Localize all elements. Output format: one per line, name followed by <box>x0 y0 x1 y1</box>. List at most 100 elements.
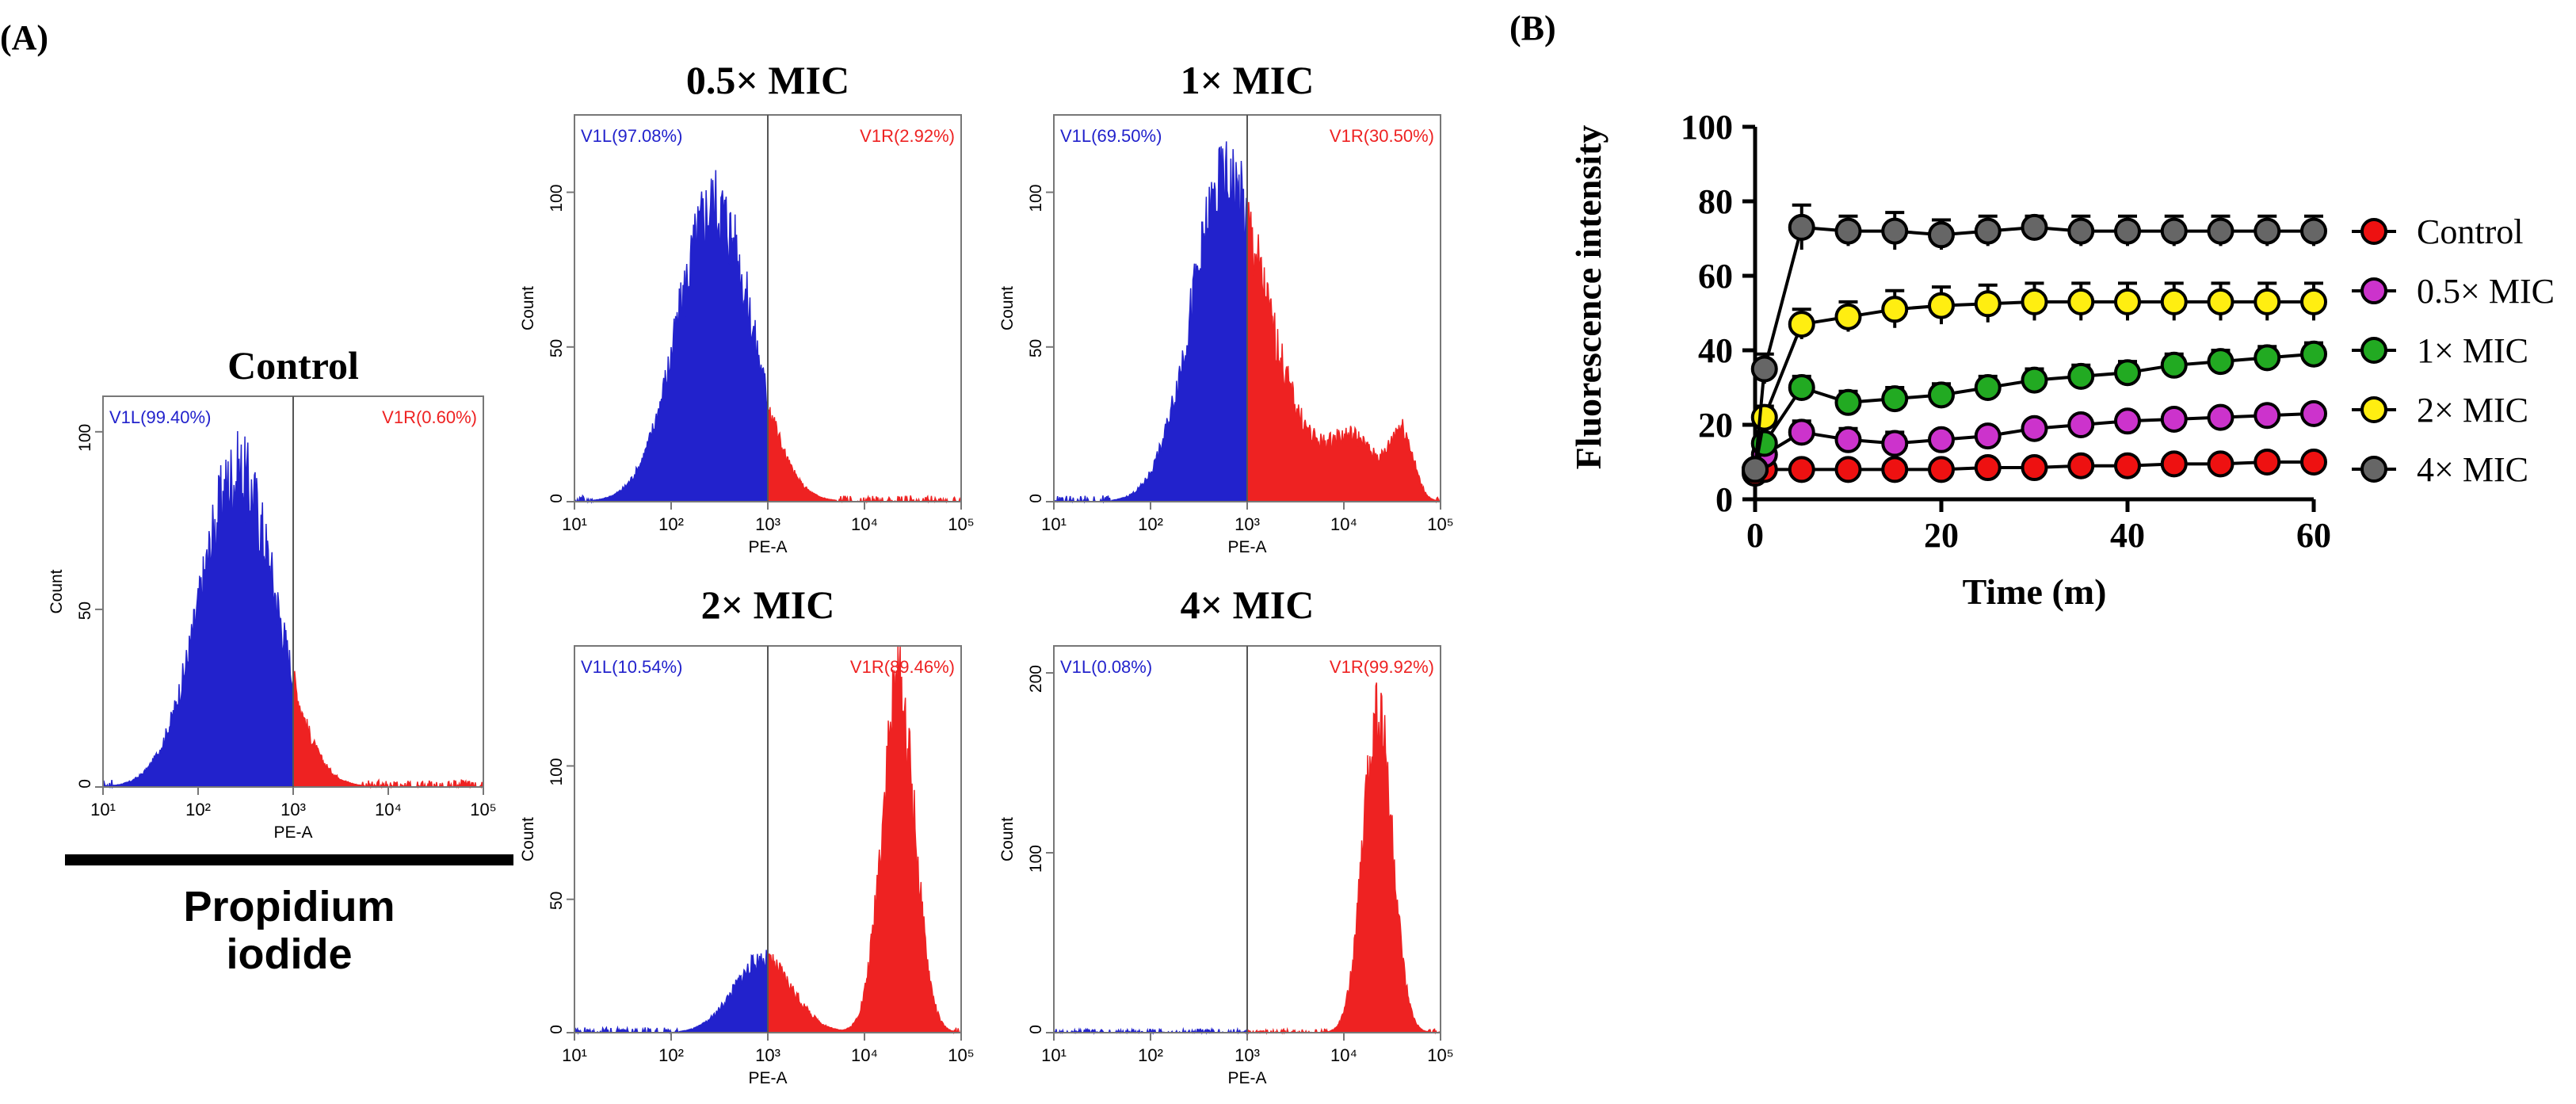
data-point <box>2207 217 2234 245</box>
data-point <box>1788 418 1815 446</box>
y-tick-label: 0 <box>548 494 566 503</box>
x-tick-label: 10⁴ <box>1330 1045 1357 1065</box>
data-point <box>1881 296 1909 323</box>
x-tick-label: 20 <box>1924 516 1959 555</box>
data-point <box>1928 221 1955 249</box>
y-tick-label: 40 <box>1698 331 1733 370</box>
data-point <box>2067 288 2095 315</box>
gate-label-right: V1R(30.50%) <box>1330 126 1434 146</box>
data-point <box>2160 217 2188 245</box>
histogram-fill-right <box>1247 682 1441 1035</box>
legend-label: 1× MIC <box>2417 331 2528 370</box>
histogram-title: 2× MIC <box>701 583 835 627</box>
series-0: Control <box>1742 212 2523 487</box>
data-point <box>1928 381 1955 409</box>
data-point <box>2160 450 2188 478</box>
x-tick-label: 10⁴ <box>375 800 402 819</box>
x-tick-label: 10¹ <box>562 1045 587 1065</box>
histogram-title: 4× MIC <box>1181 583 1315 627</box>
data-point <box>2207 348 2234 376</box>
histogram-fill-left <box>102 430 294 789</box>
gate-label-right: V1R(89.46%) <box>850 657 955 677</box>
x-tick-label: 10⁴ <box>851 514 878 534</box>
legend-marker <box>2360 456 2387 483</box>
y-tick-label: 0 <box>548 1025 566 1034</box>
x-tick-label: 10³ <box>1235 514 1260 534</box>
y-tick-label: 0 <box>1027 1025 1045 1034</box>
x-tick-label: 10¹ <box>1041 1045 1067 1065</box>
data-point <box>2254 449 2281 476</box>
x-tick-label: 10³ <box>755 514 780 534</box>
legend-label: 0.5× MIC <box>2417 272 2555 311</box>
data-point <box>1750 355 1778 383</box>
data-point <box>2300 340 2327 368</box>
panel-label-b: (B) <box>1509 9 1556 48</box>
histogram-control: V1L(99.40%) V1R(0.60%) Control 10¹ 10² 10³ 10⁴… <box>48 343 497 842</box>
histogram-title: Control <box>227 343 359 388</box>
data-point <box>2114 452 2141 479</box>
data-point <box>1881 217 1909 245</box>
gate-label-right: V1R(0.60%) <box>382 407 477 427</box>
y-tick-label: 80 <box>1698 182 1733 221</box>
y-tick-label: 0 <box>1027 494 1045 503</box>
x-tick-label: 10³ <box>755 1045 780 1065</box>
legend-marker <box>2360 337 2387 364</box>
data-point <box>2254 344 2281 372</box>
data-point <box>1834 426 1862 453</box>
y-tick-label: 100 <box>1027 185 1045 212</box>
data-point <box>2067 217 2095 245</box>
histogram-fill-left <box>574 949 769 1035</box>
y-axis-label: Fluorescence intensity <box>1568 125 1609 470</box>
legend-marker <box>2360 396 2387 423</box>
histogram-two: V1L(10.54%) V1R(89.46%) 2× MIC 10¹ 10² 10³ 10⁴… <box>519 583 975 1087</box>
y-axis-label: Count <box>519 817 537 861</box>
data-point <box>1974 422 2002 450</box>
side-label-line2: iodide <box>227 930 353 978</box>
y-tick-label: 100 <box>1681 108 1733 147</box>
data-point <box>1881 456 1909 483</box>
data-point <box>1881 430 1909 457</box>
y-axis-label: Count <box>998 817 1017 861</box>
data-point <box>2021 213 2048 241</box>
data-point <box>2300 288 2327 315</box>
y-axis-label: Count <box>519 286 537 330</box>
x-axis-label: PE-A <box>748 1069 787 1087</box>
y-tick-label: 50 <box>548 339 566 357</box>
x-tick-label: 10³ <box>1235 1045 1260 1065</box>
gate-label-right: V1R(99.92%) <box>1330 657 1434 677</box>
series-4: 4× MIC <box>1742 203 2528 489</box>
y-tick-label: 50 <box>548 892 566 910</box>
data-point <box>1742 456 1769 483</box>
data-point <box>2300 217 2327 245</box>
x-tick-label: 0 <box>1746 516 1764 555</box>
x-tick-label: 10⁵ <box>948 514 975 534</box>
data-point <box>1974 374 2002 401</box>
data-point <box>1834 303 1862 330</box>
x-tick-label: 10⁴ <box>851 1045 878 1065</box>
y-tick-label: 60 <box>1698 257 1733 296</box>
legend-label: 4× MIC <box>2417 450 2528 489</box>
x-tick-label: 10¹ <box>1041 514 1067 534</box>
data-point <box>2021 414 2048 442</box>
x-tick-label: 10² <box>185 800 211 819</box>
gate-label-left: V1L(97.08%) <box>581 126 682 146</box>
y-axis-label: Count <box>998 286 1017 330</box>
x-axis-label: PE-A <box>1227 1069 1266 1087</box>
data-point <box>2067 452 2095 479</box>
data-point <box>2160 405 2188 433</box>
data-point <box>2114 288 2141 315</box>
data-point <box>1788 213 1815 241</box>
data-point <box>2021 454 2048 482</box>
data-point <box>2114 359 2141 387</box>
histogram-four: V1L(0.08%) V1R(99.92%) 4× MIC 10¹ 10² 10³ 10⁴ 1… <box>998 583 1454 1087</box>
data-point <box>1834 217 1862 245</box>
y-axis-label: Count <box>48 569 66 613</box>
x-axis-label: PE-A <box>273 823 312 842</box>
x-tick-label: 10² <box>1138 1045 1163 1065</box>
data-point <box>2067 411 2095 438</box>
x-tick-label: 10¹ <box>90 800 116 819</box>
histogram-fill-right <box>293 670 483 789</box>
histogram-one: V1L(69.50%) V1R(30.50%) 1× MIC 10¹ 10² 10³ 10⁴… <box>998 58 1454 556</box>
data-point <box>1928 292 1955 319</box>
